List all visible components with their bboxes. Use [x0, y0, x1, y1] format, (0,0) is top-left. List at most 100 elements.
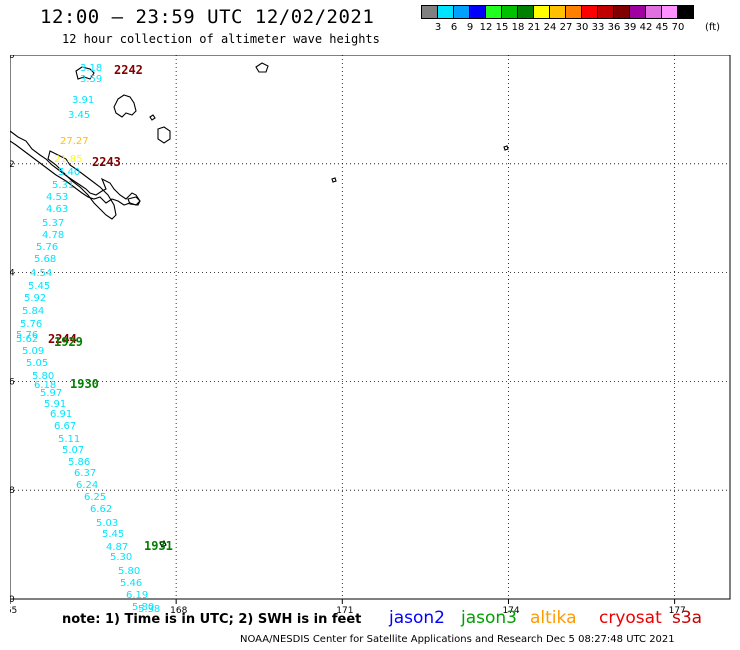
colorbar-label: 36 — [607, 22, 621, 33]
colorbar-label: 27 — [559, 22, 573, 33]
lat-tick-label: -22 — [10, 160, 15, 170]
swh-value: 3.45 — [68, 110, 90, 121]
swh-value: 5.07 — [62, 445, 84, 456]
colorbar-swatch — [565, 5, 582, 19]
swh-value: 6.18 — [34, 380, 56, 391]
swh-value: 5.09 — [22, 346, 44, 357]
pass-time-label: 2244 — [48, 332, 77, 346]
colorbar-swatch — [661, 5, 678, 19]
swh-value: 6.62 — [90, 504, 112, 515]
lon-tick-label: 174 — [502, 606, 519, 615]
colorbar-label: 70 — [671, 22, 685, 33]
colorbar-label: 6 — [450, 22, 458, 33]
colorbar-swatch — [677, 5, 694, 19]
lat-tick-label: -26 — [10, 377, 15, 387]
norfolk-island — [159, 540, 167, 548]
lon-tick-label: 171 — [336, 606, 353, 615]
colorbar-swatch — [453, 5, 470, 19]
lat-tick-label: -20 — [10, 55, 15, 61]
colorbar-unit: (ft) — [705, 22, 721, 33]
swh-value: 3.91 — [72, 95, 94, 106]
swh-value: 5.31 — [52, 180, 74, 191]
swh-value: 5.80 — [32, 371, 54, 382]
swh-value: 6.91 — [50, 409, 72, 420]
coastline — [10, 62, 509, 548]
swh-value: 6.67 — [54, 421, 76, 432]
lat-tick-label: -24 — [10, 269, 15, 279]
colorbar-label: 18 — [511, 22, 525, 33]
map-subtitle: 12 hour collection of altimeter wave hei… — [62, 32, 380, 46]
swh-labels: 3.183.593.913.4527.2721.855.405.314.534.… — [16, 63, 160, 615]
swh-value: 5.97 — [40, 388, 62, 399]
colorbar-label: 12 — [479, 22, 493, 33]
swh-value: 5.30 — [110, 552, 132, 563]
colorbar-label: 3 — [434, 22, 442, 33]
map-title: 12:00 – 23:59 UTC 12/02/2021 — [40, 6, 375, 28]
swh-value: 4.78 — [42, 230, 64, 241]
pass-time-label: 2242 — [114, 63, 143, 77]
graticule — [10, 55, 730, 599]
swh-value: 5.45 — [102, 529, 124, 540]
swh-value: 5.76 — [20, 319, 42, 330]
colorbar-label: 33 — [591, 22, 605, 33]
swh-value: 5.62 — [16, 334, 38, 345]
latitude-labels: -20 -22 -24 -26 -28 -30 — [10, 55, 15, 605]
pass-time-label: 1930 — [70, 377, 99, 391]
swh-value: 3.18 — [80, 63, 102, 74]
swh-value: 4.87 — [106, 542, 128, 553]
mission-jason2: jason2 — [389, 608, 445, 628]
lon-tick-label: 168 — [170, 606, 187, 615]
colorbar-swatch — [485, 5, 502, 19]
swh-value: 6.24 — [76, 480, 98, 491]
ouvea-coastline — [75, 66, 95, 80]
swh-value: 3.59 — [80, 74, 102, 85]
swh-value: 5.80 — [118, 566, 140, 577]
colorbar-label: 42 — [639, 22, 653, 33]
colorbar-label: 39 — [623, 22, 637, 33]
swh-value: 6.37 — [74, 468, 96, 479]
tiga-coastline — [149, 114, 156, 121]
swh-value: 4.53 — [46, 192, 68, 203]
swh-value: 6.25 — [84, 492, 106, 503]
colorbar-swatch — [421, 5, 438, 19]
hunter-island — [503, 145, 509, 151]
lon-tick-label: 165 — [10, 606, 17, 615]
swh-value: 5.91 — [44, 399, 66, 410]
swh-value: 4.63 — [46, 204, 68, 215]
swh-value: 5.76 — [36, 242, 58, 253]
lat-tick-label: -28 — [10, 486, 15, 496]
swh-value: 5.11 — [58, 434, 80, 445]
colorbar-label: 21 — [527, 22, 541, 33]
colorbar-swatch — [629, 5, 646, 19]
swh-value: 5.76 — [16, 330, 38, 341]
swh-value: 6.19 — [126, 590, 148, 601]
pass-time-label: 2243 — [92, 155, 121, 169]
new-caledonia-south-coast — [47, 150, 117, 220]
mission-s3a: s3a — [672, 608, 703, 628]
colorbar-swatch — [437, 5, 454, 19]
mare-coastline — [157, 126, 171, 144]
matthew-island — [255, 62, 269, 73]
colorbar-swatch — [517, 5, 534, 19]
ile-des-pins — [127, 196, 141, 206]
pass-time-label: 1929 — [54, 335, 83, 349]
note-text: note: 1) Time is in UTC; 2) SWH is in fe… — [62, 612, 362, 627]
swh-value: 5.40 — [58, 167, 80, 178]
swh-value: 5.05 — [26, 358, 48, 369]
lifou-coastline — [113, 94, 137, 118]
colorbar-label: 9 — [466, 22, 474, 33]
colorbar-swatch — [469, 5, 486, 19]
swh-value: 21.85 — [54, 154, 83, 165]
swh-value: 5.86 — [68, 457, 90, 468]
longitude-labels: 165 168 171 174 177 — [10, 606, 686, 615]
swh-value: 27.27 — [60, 136, 89, 147]
swh-value: 5.38 — [138, 604, 160, 615]
swh-value: 5.46 — [120, 578, 142, 589]
colorbar-label: 45 — [655, 22, 669, 33]
colorbar-swatch — [597, 5, 614, 19]
colorbar-swatch — [613, 5, 630, 19]
mission-cryosat: cryosat — [599, 608, 662, 628]
walpole-island — [331, 177, 337, 183]
colorbar-labels: 3 6 9 12 15 18 21 24 27 30 33 36 39 42 45 70 — [430, 22, 686, 33]
